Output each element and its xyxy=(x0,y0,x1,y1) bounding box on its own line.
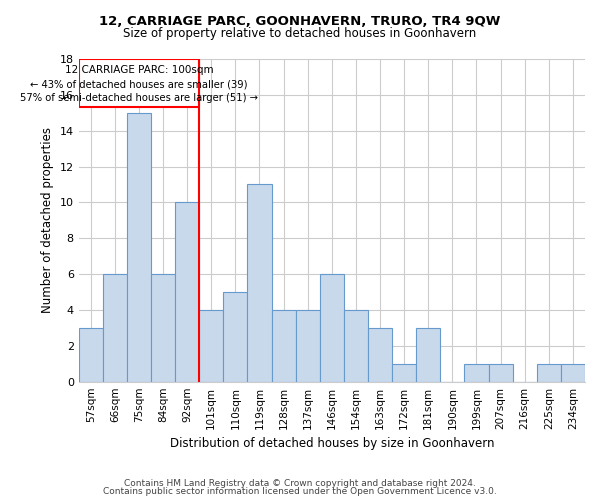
Text: 57% of semi-detached houses are larger (51) →: 57% of semi-detached houses are larger (… xyxy=(20,92,258,102)
Bar xyxy=(320,274,344,382)
Text: ← 43% of detached houses are smaller (39): ← 43% of detached houses are smaller (39… xyxy=(30,79,248,89)
Bar xyxy=(368,328,392,382)
Bar xyxy=(416,328,440,382)
Bar xyxy=(151,274,175,382)
Bar xyxy=(392,364,416,382)
Bar xyxy=(247,184,272,382)
Bar xyxy=(175,202,199,382)
Bar xyxy=(272,310,296,382)
Bar xyxy=(79,328,103,382)
Bar xyxy=(103,274,127,382)
Bar xyxy=(488,364,512,382)
Bar xyxy=(199,310,223,382)
Bar xyxy=(344,310,368,382)
X-axis label: Distribution of detached houses by size in Goonhavern: Distribution of detached houses by size … xyxy=(170,437,494,450)
Text: Size of property relative to detached houses in Goonhavern: Size of property relative to detached ho… xyxy=(124,28,476,40)
Bar xyxy=(79,59,199,108)
Bar xyxy=(561,364,585,382)
Text: 12, CARRIAGE PARC, GOONHAVERN, TRURO, TR4 9QW: 12, CARRIAGE PARC, GOONHAVERN, TRURO, TR… xyxy=(100,15,500,28)
Text: 12 CARRIAGE PARC: 100sqm: 12 CARRIAGE PARC: 100sqm xyxy=(65,65,213,75)
Bar xyxy=(464,364,488,382)
Bar xyxy=(296,310,320,382)
Text: Contains HM Land Registry data © Crown copyright and database right 2024.: Contains HM Land Registry data © Crown c… xyxy=(124,478,476,488)
Y-axis label: Number of detached properties: Number of detached properties xyxy=(41,128,54,314)
Bar xyxy=(223,292,247,382)
Text: Contains public sector information licensed under the Open Government Licence v3: Contains public sector information licen… xyxy=(103,487,497,496)
Bar xyxy=(127,113,151,382)
Bar xyxy=(537,364,561,382)
